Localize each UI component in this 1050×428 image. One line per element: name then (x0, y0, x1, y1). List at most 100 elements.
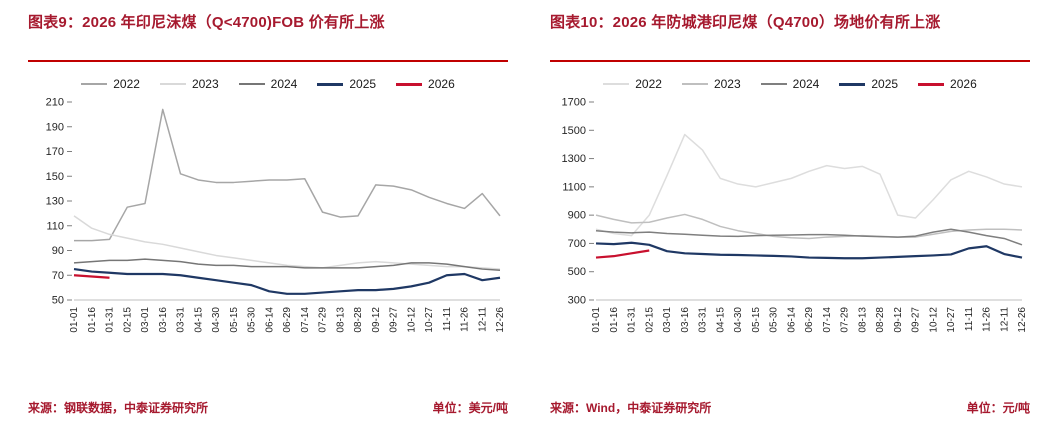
line-chart-indonesian-coal-fob: 50 70 90 110 130 150 170 190 210 01-01 01-16 01-31 0… (46, 97, 506, 333)
y-axis-tick-label: 900 (568, 210, 586, 222)
x-axis-tick-label: 03-16 (158, 307, 169, 333)
series-line-2022 (74, 108, 501, 242)
x-axis-tick-label: 07-14 (300, 307, 311, 333)
y-axis-tick-label: 170 (46, 146, 64, 158)
series-line-2025 (595, 241, 1023, 260)
y-axis-tick-label: 70 (52, 270, 64, 282)
x-axis-tick-label: 03-31 (698, 307, 709, 333)
x-axis-tick-label: 10-12 (406, 307, 417, 333)
x-axis-tick-label: 12-11 (999, 307, 1010, 332)
title-divider (28, 60, 508, 62)
x-axis-tick-label: 05-30 (769, 307, 780, 333)
x-axis-tick-label: 07-29 (318, 307, 329, 333)
series-line-2024 (73, 258, 501, 272)
legend-item-2026: 2026 (918, 77, 977, 91)
x-axis-tick-label: 12-26 (495, 307, 506, 333)
y-axis-tick-label: 700 (568, 238, 586, 250)
x-axis-tick-label: 04-15 (193, 307, 204, 333)
y-axis-tick-label: 110 (46, 220, 64, 232)
series-line-2024 (595, 228, 1023, 246)
unit-label: 单位：美元/吨 (432, 401, 508, 415)
title-divider (550, 60, 1030, 62)
x-axis-tick-label: 01-31 (105, 307, 116, 333)
legend-item-2026: 2026 (396, 77, 455, 91)
legend-line-swatch (839, 82, 866, 86)
legend-line-swatch (396, 82, 423, 86)
x-axis-tick-label: 10-27 (424, 307, 435, 333)
chart-title: 图表10：2026 年防城港印尼煤（Q4700）场地价有所上涨 (550, 14, 941, 31)
x-axis-tick-label: 01-31 (627, 307, 638, 333)
x-axis-tick-label: 08-13 (857, 307, 868, 333)
x-axis-tick-label: 12-11 (477, 307, 488, 332)
chart-legend: 2022 2023 2024 2025 2026 (550, 74, 1030, 94)
source-label: 来源：Wind，中泰证券研究所 (550, 401, 712, 415)
legend-line-swatch (918, 82, 945, 86)
series-line-2026 (595, 249, 650, 259)
legend-item-2022: 2022 (81, 77, 140, 91)
legend-item-2025: 2025 (839, 77, 898, 91)
legend-label: 2022 (113, 77, 140, 91)
y-axis-tick-label: 130 (46, 196, 64, 208)
x-axis-tick-label: 08-13 (335, 307, 346, 333)
x-axis-tick-label: 01-16 (609, 307, 620, 333)
y-axis-tick-label: 50 (52, 295, 64, 307)
x-axis-tick-label: 05-15 (751, 307, 762, 333)
x-axis-tick-label: 07-29 (840, 307, 851, 333)
legend-label: 2023 (713, 77, 741, 91)
x-axis-tick-label: 03-01 (140, 307, 151, 333)
legend-line-swatch (81, 83, 108, 85)
chart-panel-right: 图表10：2026 年防城港印尼煤（Q4700）场地价有所上涨 2022 2023… (550, 12, 1030, 416)
chart-title: 图表9：2026 年印尼沫煤（Q<4700)FOB 价有所上涨 (28, 14, 385, 31)
x-axis-tick-label: 11-26 (460, 307, 471, 332)
legend-line-swatch (238, 83, 265, 85)
series-line-2022 (595, 133, 1023, 237)
y-axis-tick-label: 500 (568, 266, 586, 278)
x-axis-tick-label: 06-14 (264, 307, 275, 333)
legend-line-swatch (603, 83, 630, 85)
x-axis-tick-label: 10-27 (946, 307, 957, 333)
x-axis-tick-label: 11-11 (964, 307, 975, 332)
legend-label: 2024 (792, 77, 820, 91)
series-line-2023 (73, 215, 501, 270)
x-axis-tick-label: 09-27 (389, 307, 400, 333)
legend-item-2022: 2022 (603, 77, 662, 91)
x-axis-tick-label: 06-14 (786, 307, 797, 333)
legend-item-2024: 2024 (238, 77, 297, 91)
legend-label: 2025 (871, 77, 899, 91)
x-axis-tick-label: 02-15 (122, 307, 133, 333)
legend-item-2023: 2023 (159, 77, 219, 91)
legend-label: 2023 (191, 77, 219, 91)
x-axis-tick-label: 05-15 (229, 307, 240, 333)
y-axis-tick-label: 150 (46, 171, 64, 183)
x-axis-tick-label: 01-01 (69, 307, 80, 333)
x-axis-tick-label: 04-15 (715, 307, 726, 333)
legend-line-swatch (760, 83, 787, 85)
y-axis-tick-label: 190 (46, 121, 64, 133)
x-axis-tick-label: 01-01 (591, 307, 602, 333)
x-axis-tick-label: 12-26 (1017, 307, 1028, 333)
x-axis-tick-label: 03-16 (680, 307, 691, 333)
x-axis-tick-label: 06-29 (804, 307, 815, 333)
x-axis-tick-label: 02-15 (644, 307, 655, 333)
series-line-2023 (595, 213, 1023, 240)
x-axis-tick-label: 08-28 (875, 307, 886, 333)
chart-panel-left: 图表9：2026 年印尼沫煤（Q<4700)FOB 价有所上涨 2022 2023… (28, 12, 508, 416)
x-axis-tick-label: 11-11 (442, 307, 453, 332)
source-label: 来源：钢联数据，中泰证券研究所 (28, 401, 209, 415)
x-axis-tick-label: 03-31 (176, 307, 187, 333)
legend-line-swatch (681, 83, 708, 85)
legend-item-2025: 2025 (317, 77, 376, 91)
x-axis-tick-label: 09-12 (893, 307, 904, 333)
unit-label: 单位：元/吨 (966, 401, 1030, 415)
series-line-2025 (73, 267, 501, 295)
legend-line-swatch (317, 82, 344, 86)
x-axis-tick-label: 01-16 (87, 307, 98, 333)
x-axis-tick-label: 04-30 (211, 307, 222, 333)
legend-line-swatch (159, 83, 186, 85)
x-axis-tick-label: 08-28 (353, 307, 364, 333)
legend-label: 2025 (349, 77, 377, 91)
chart-legend: 2022 2023 2024 2025 2026 (28, 74, 508, 94)
legend-label: 2022 (635, 77, 662, 91)
y-axis-tick-label: 1100 (562, 181, 586, 193)
